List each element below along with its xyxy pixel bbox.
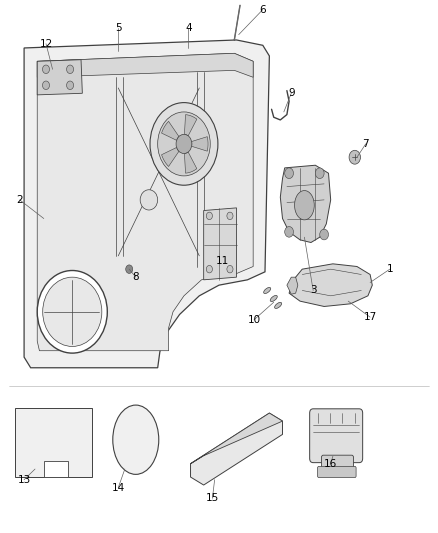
Ellipse shape bbox=[275, 302, 282, 309]
Ellipse shape bbox=[158, 112, 210, 176]
Circle shape bbox=[206, 212, 212, 220]
Polygon shape bbox=[280, 165, 331, 243]
Polygon shape bbox=[289, 264, 372, 306]
Polygon shape bbox=[184, 152, 197, 173]
Polygon shape bbox=[162, 148, 179, 166]
Circle shape bbox=[126, 265, 133, 273]
Polygon shape bbox=[191, 413, 283, 485]
Text: 4: 4 bbox=[185, 23, 192, 33]
Polygon shape bbox=[204, 208, 237, 280]
Ellipse shape bbox=[37, 271, 107, 353]
Ellipse shape bbox=[270, 295, 277, 302]
Circle shape bbox=[67, 65, 74, 74]
Text: 6: 6 bbox=[259, 5, 266, 14]
Polygon shape bbox=[15, 408, 92, 477]
Text: 14: 14 bbox=[112, 483, 125, 492]
Polygon shape bbox=[37, 53, 253, 351]
Text: 9: 9 bbox=[288, 88, 295, 98]
Circle shape bbox=[315, 168, 324, 179]
Text: 15: 15 bbox=[206, 494, 219, 503]
Text: 8: 8 bbox=[132, 272, 139, 282]
Circle shape bbox=[320, 229, 328, 240]
Text: 13: 13 bbox=[18, 475, 31, 484]
Circle shape bbox=[206, 265, 212, 273]
Polygon shape bbox=[162, 122, 179, 140]
FancyBboxPatch shape bbox=[321, 455, 353, 471]
Circle shape bbox=[349, 150, 360, 164]
Polygon shape bbox=[44, 461, 68, 477]
Text: 5: 5 bbox=[115, 23, 122, 33]
Circle shape bbox=[42, 81, 49, 90]
Circle shape bbox=[227, 212, 233, 220]
Polygon shape bbox=[37, 53, 253, 77]
Circle shape bbox=[227, 265, 233, 273]
Polygon shape bbox=[191, 413, 283, 464]
Circle shape bbox=[176, 134, 192, 154]
Text: 11: 11 bbox=[215, 256, 229, 266]
Polygon shape bbox=[37, 60, 82, 95]
Text: 1: 1 bbox=[386, 264, 393, 274]
Polygon shape bbox=[287, 277, 298, 294]
Ellipse shape bbox=[294, 191, 314, 220]
Text: 12: 12 bbox=[39, 39, 53, 49]
FancyBboxPatch shape bbox=[318, 466, 356, 478]
Circle shape bbox=[42, 65, 49, 74]
Circle shape bbox=[67, 81, 74, 90]
Text: 16: 16 bbox=[324, 459, 337, 469]
Circle shape bbox=[285, 168, 293, 179]
Polygon shape bbox=[191, 136, 208, 151]
Text: 2: 2 bbox=[16, 195, 23, 205]
Ellipse shape bbox=[43, 277, 102, 346]
Ellipse shape bbox=[150, 102, 218, 185]
Ellipse shape bbox=[264, 287, 271, 294]
Ellipse shape bbox=[140, 190, 158, 210]
Text: 7: 7 bbox=[362, 139, 369, 149]
Text: 3: 3 bbox=[310, 286, 317, 295]
Polygon shape bbox=[184, 115, 197, 136]
Text: 10: 10 bbox=[247, 315, 261, 325]
Circle shape bbox=[285, 227, 293, 237]
Polygon shape bbox=[24, 40, 269, 368]
Ellipse shape bbox=[113, 405, 159, 474]
Text: 17: 17 bbox=[364, 312, 377, 322]
FancyBboxPatch shape bbox=[310, 409, 363, 463]
